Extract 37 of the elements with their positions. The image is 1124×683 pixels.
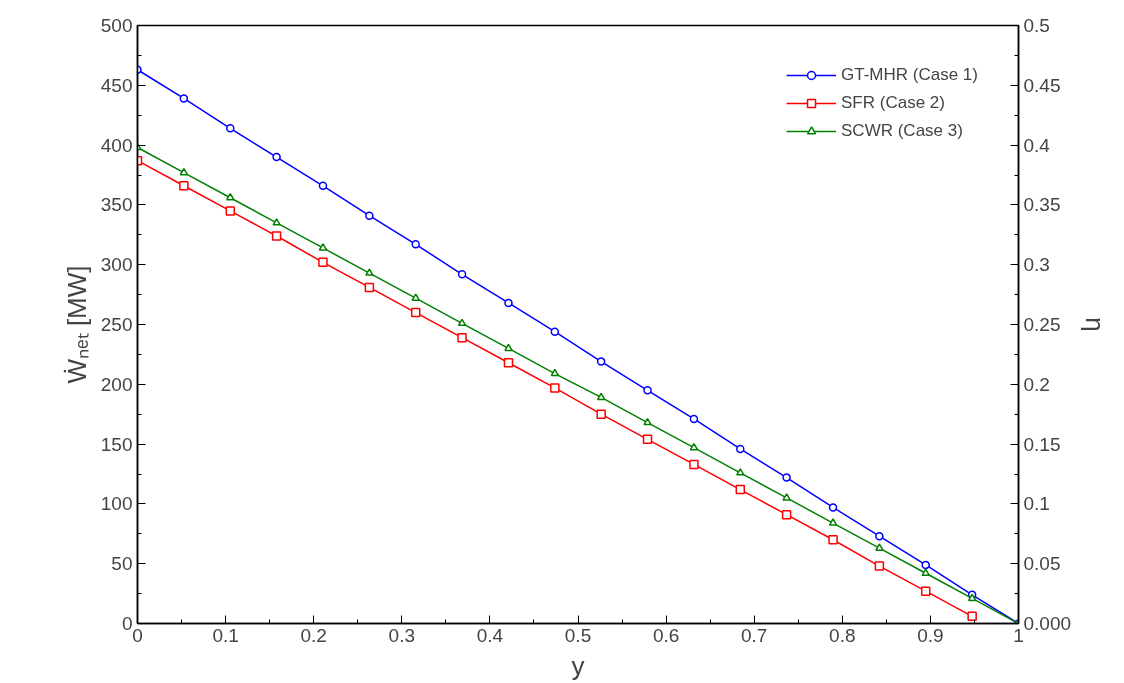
y2-tick-label: 0.3 — [1023, 254, 1050, 276]
legend-label: GT-MHR (Case 1) — [841, 65, 978, 85]
y2-tick-label: 0.000 — [1023, 613, 1072, 634]
y2-tick-label: 0.1 — [1023, 493, 1050, 515]
y2-tick-label: 0.5 — [1023, 15, 1050, 36]
x-tick-label: 1 — [1013, 624, 1024, 646]
x-tick-label: 0.9 — [917, 624, 944, 646]
x-tick-label: 0.2 — [300, 624, 327, 646]
legend-label: SFR (Case 2) — [841, 93, 945, 113]
y-tick-label: 400 — [100, 134, 133, 156]
x-tick-label: 0.1 — [212, 624, 239, 646]
x-axis-title: y — [571, 650, 585, 681]
x-tick-label: 0.3 — [388, 624, 416, 646]
y-tick-label: 150 — [100, 433, 133, 455]
y-tick-label: 200 — [100, 373, 133, 395]
y-tick-label: 250 — [100, 314, 133, 335]
y-tick-label: 450 — [100, 74, 133, 96]
x-tick-label: 0.8 — [829, 624, 856, 646]
y2-tick-label: 0.45 — [1023, 74, 1061, 96]
y2-tick-label: 0.2 — [1023, 373, 1050, 395]
y2-axis-title: η — [1080, 317, 1111, 332]
y2-tick-label: 0.4 — [1023, 134, 1051, 156]
y-tick-label: 500 — [100, 15, 133, 36]
y-axis-title: Ẇₙₑₜ [MW] — [61, 265, 92, 384]
y2-tick-label: 0.05 — [1023, 553, 1061, 575]
x-tick-label: 0.6 — [652, 624, 680, 646]
y2-tick-label: 0.15 — [1023, 433, 1061, 455]
x-tick-label: 0.5 — [564, 624, 592, 646]
x-tick-label: 0.7 — [740, 624, 768, 646]
y-tick-label: 50 — [111, 553, 133, 575]
y2-tick-label: 0.35 — [1023, 194, 1061, 216]
y-tick-label: 100 — [100, 493, 133, 515]
y-tick-label: 300 — [100, 254, 133, 276]
y-tick-label: 350 — [100, 194, 133, 216]
legend-label: SCWR (Case 3) — [841, 121, 963, 141]
y2-tick-label: 0.25 — [1023, 314, 1061, 335]
x-tick-label: 0.4 — [476, 624, 504, 646]
